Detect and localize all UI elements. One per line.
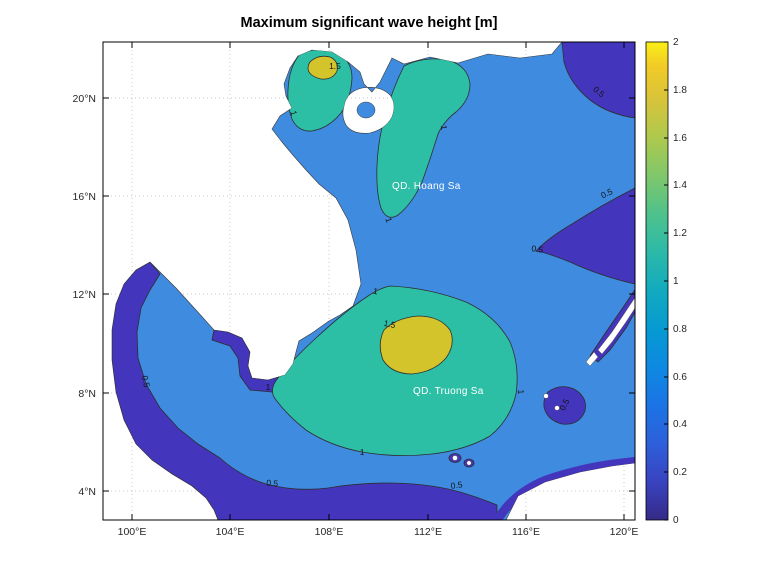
contour-label: 1.5 — [383, 318, 397, 330]
islet — [452, 455, 458, 461]
contour-label: 0.5 — [599, 186, 614, 200]
low-band-borneo-fringe — [495, 456, 635, 520]
plot-area: 1.5 1 1 0.5 0.5 1 0.5 1 1.5 1 0.5 1 0.5 … — [103, 42, 635, 520]
x-ticks-bottom — [131, 514, 625, 520]
colorbar-ticks — [664, 41, 668, 521]
x-tick-labels: 100°E 104°E 108°E 112°E 116°E 120°E — [118, 526, 639, 538]
x-tick-label: 112°E — [414, 526, 442, 538]
y-tick-labels: 20°N 16°N 12°N 8°N 4°N — [73, 93, 96, 498]
colorbar: 0 0.2 0.4 0.6 0.8 1 1.2 1.4 1.6 1.8 2 — [645, 37, 687, 526]
palawan-islet — [585, 351, 599, 367]
low-band-southeast-patch — [543, 386, 586, 425]
contour-label: 1 — [383, 216, 394, 224]
axes: 100°E 104°E 108°E 112°E 116°E 120°E 20°N… — [73, 41, 639, 538]
x-tick-label: 108°E — [315, 526, 344, 538]
contour-label: 1 — [360, 447, 366, 457]
islet — [543, 393, 549, 399]
contour-label: 1 — [516, 389, 526, 394]
colorbar-tick-label: 2 — [673, 37, 679, 48]
contour-label: 0.5 — [140, 375, 152, 389]
colorbar-tick-label: 0.8 — [673, 324, 687, 335]
x-ticks-top — [131, 42, 625, 48]
y-ticks-right — [629, 97, 635, 492]
colorbar-tick-label: 1 — [673, 276, 679, 287]
contour-label: 1 — [372, 286, 379, 297]
palawan-island — [597, 297, 635, 355]
x-tick-label: 120°E — [610, 526, 639, 538]
islet — [466, 460, 472, 466]
colorbar-tick-label: 1.8 — [673, 85, 687, 96]
colorbar-tick-label: 0 — [673, 515, 679, 526]
contour-label: 0.5 — [531, 243, 544, 255]
x-tick-label: 100°E — [118, 526, 147, 538]
band-1.5-to-2m-regions — [307, 55, 453, 375]
teal-hoang-sa-region — [376, 58, 471, 218]
y-tick-label: 8°N — [78, 388, 96, 400]
colorbar-tick-label: 0.6 — [673, 372, 687, 383]
contour-labels: 1.5 1 1 0.5 0.5 1 0.5 1 1.5 1 0.5 1 0.5 … — [140, 61, 615, 491]
yellow-max-gulf-of-tonkin — [307, 55, 338, 80]
place-label-truong-sa: QD. Truong Sa — [413, 386, 484, 397]
y-tick-label: 4°N — [78, 486, 96, 498]
contour-label: 0.5 — [450, 479, 463, 491]
yellow-max-truong-sa — [379, 315, 453, 375]
contour-label: 1 — [288, 109, 299, 117]
colorbar-tick-label: 0.2 — [673, 467, 687, 478]
colorbar-tick-labels: 0 0.2 0.4 0.6 0.8 1 1.2 1.4 1.6 1.8 2 — [673, 37, 687, 526]
contour-bands — [111, 42, 635, 520]
colorbar-tick-label: 1.6 — [673, 133, 687, 144]
small-islands — [452, 297, 635, 466]
colorbar-tick-label: 1.4 — [673, 180, 687, 191]
contour-label: 1.5 — [329, 61, 341, 71]
y-tick-label: 12°N — [73, 289, 96, 301]
contour-label: 0.5 — [266, 478, 279, 489]
contour-label: 1 — [266, 382, 271, 392]
x-tick-label: 104°E — [216, 526, 245, 538]
place-label-hoang-sa: QD. Hoang Sa — [392, 181, 461, 192]
islet — [554, 405, 560, 411]
axes-box — [102, 41, 636, 521]
y-tick-label: 16°N — [73, 191, 96, 203]
contour-label: 1 — [439, 124, 450, 131]
colorbar-tick-label: 0.4 — [673, 419, 687, 430]
colorbar-tick-label: 1.2 — [673, 228, 687, 239]
y-tick-label: 20°N — [73, 93, 96, 105]
low-band-northeast-corner — [561, 42, 635, 119]
x-tick-label: 116°E — [512, 526, 540, 538]
hainan-inner-water — [356, 101, 376, 119]
page-title: Maximum significant wave height [m] — [240, 15, 497, 31]
y-ticks-left — [103, 97, 109, 492]
low-band-east-wedge — [535, 187, 635, 285]
